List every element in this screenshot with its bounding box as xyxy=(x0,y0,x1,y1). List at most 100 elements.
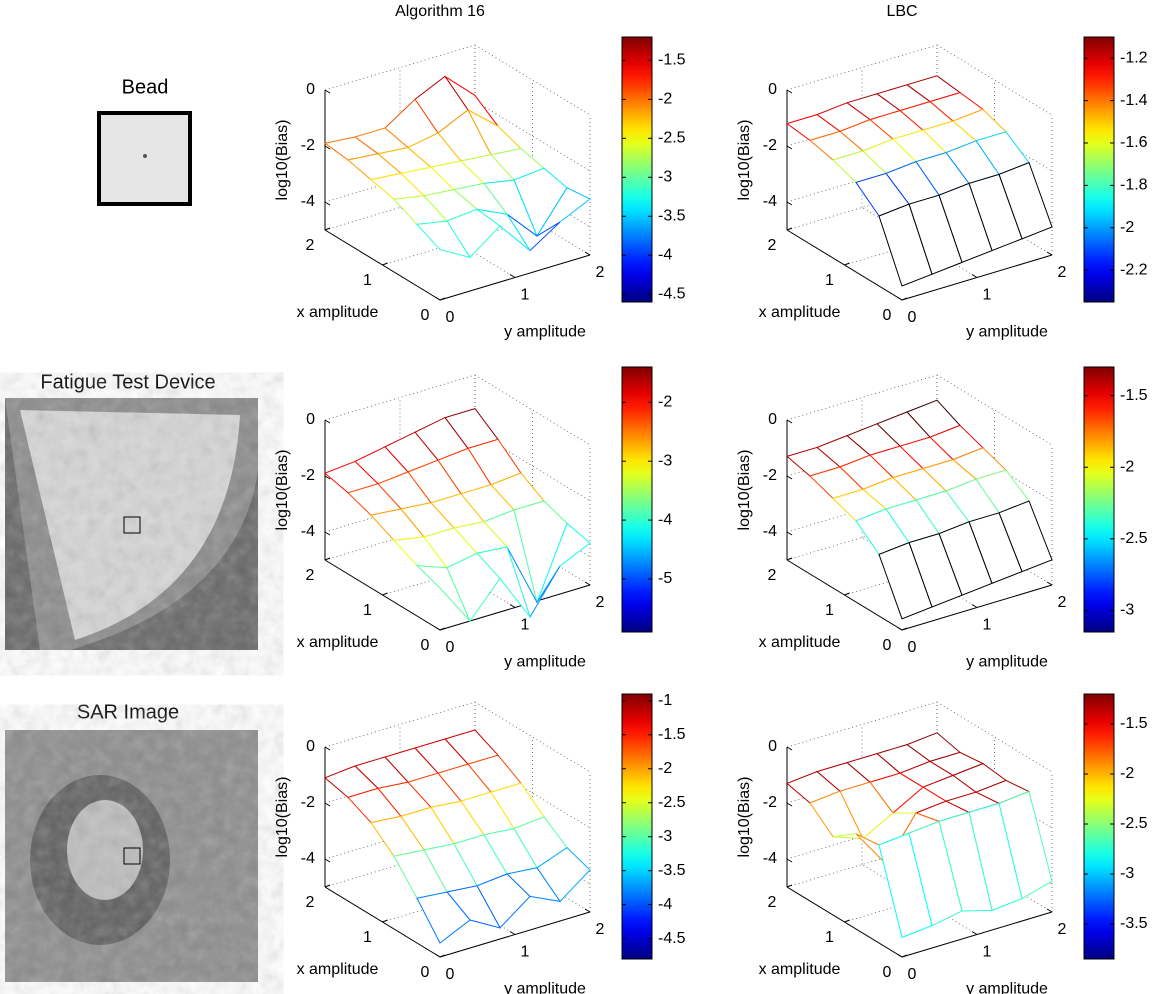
grid-line xyxy=(936,374,1053,446)
y-axis-label: y amplitude xyxy=(966,981,1048,994)
mesh-cell xyxy=(415,565,471,622)
mesh-cell xyxy=(878,832,933,939)
z-tick-label: -4 xyxy=(763,193,777,210)
z-tick-label: -4 xyxy=(301,523,315,540)
colorbar-tick-label: -3.5 xyxy=(658,862,686,879)
y-tick-label: 0 xyxy=(446,966,455,983)
x-tick-label: 1 xyxy=(825,929,834,946)
colorbar-tick-label: -2 xyxy=(658,760,672,777)
y-tick xyxy=(584,581,591,586)
x-tick xyxy=(786,884,793,888)
z-tick xyxy=(324,89,331,94)
colorbar xyxy=(621,693,653,960)
z-tick xyxy=(786,746,793,751)
x-tick xyxy=(324,557,331,561)
y-axis-label: y amplitude xyxy=(966,324,1048,341)
x-tick-label: 0 xyxy=(421,307,430,324)
x-tick xyxy=(324,227,331,231)
y-tick xyxy=(509,274,516,278)
z-tick-label: -4 xyxy=(763,523,777,540)
colorbar-tick-label: -3.5 xyxy=(1120,915,1148,932)
grid-line xyxy=(936,44,1053,116)
colorbar-tick-label: -1.5 xyxy=(658,52,686,69)
colorbar-tick-label: -2.5 xyxy=(1120,530,1148,547)
colorbar-tick-label: -4 xyxy=(658,896,672,913)
colorbar-tick-label: -4 xyxy=(658,511,672,528)
fatigue-image xyxy=(5,398,258,650)
mesh-cell xyxy=(416,891,471,944)
mesh-cell xyxy=(878,203,933,287)
colorbar-tick-label: -1.6 xyxy=(1120,134,1148,151)
y-axis-label: y amplitude xyxy=(504,654,586,671)
colorbar-tick-label: -2.5 xyxy=(1120,815,1148,832)
z-axis-label: log10(Bias) xyxy=(274,777,291,858)
x-tick-label: 2 xyxy=(768,237,777,254)
colorbar-tick-label: -1.5 xyxy=(658,726,686,743)
x-tick xyxy=(439,954,446,958)
colorbar-tick-label: -4 xyxy=(658,246,672,263)
y-tick xyxy=(896,626,903,631)
y-axis-label: y amplitude xyxy=(504,981,586,994)
x-tick xyxy=(382,919,388,923)
y-tick-label: 2 xyxy=(596,921,605,938)
z-tick-label: 0 xyxy=(768,81,777,98)
y-tick-label: 2 xyxy=(596,264,605,281)
z-tick xyxy=(324,201,331,206)
z-axis-label: log10(Bias) xyxy=(736,120,753,201)
grid-line xyxy=(474,44,591,116)
z-tick-label: 0 xyxy=(768,738,777,755)
x-tick-label: 2 xyxy=(768,567,777,584)
row-label: Bead xyxy=(122,76,169,98)
x-tick xyxy=(786,227,793,231)
x-axis-label: x amplitude xyxy=(297,304,379,321)
x-tick-label: 1 xyxy=(825,272,834,289)
grid-line xyxy=(861,864,978,935)
z-tick-label: 0 xyxy=(306,81,315,98)
x-tick xyxy=(439,297,446,301)
x-axis-label: x amplitude xyxy=(759,634,841,651)
colorbar-tick-label: -2 xyxy=(1120,458,1134,475)
z-tick xyxy=(786,858,793,863)
z-tick xyxy=(786,145,793,150)
x-tick xyxy=(901,297,908,301)
x-tick-label: 2 xyxy=(768,894,777,911)
colorbar-tick-label: -3 xyxy=(1120,602,1134,619)
z-tick xyxy=(324,746,331,751)
y-tick-label: 1 xyxy=(983,617,992,634)
x-tick-label: 1 xyxy=(825,602,834,619)
z-tick xyxy=(324,802,331,807)
y-tick-label: 1 xyxy=(983,287,992,304)
colorbar-tick-label: -1.5 xyxy=(1120,715,1148,732)
y-tick-label: 1 xyxy=(983,944,992,961)
colorbar-tick-label: -2 xyxy=(658,91,672,108)
z-tick-label: 0 xyxy=(768,411,777,428)
colorbar-tick-label: -2 xyxy=(658,394,672,411)
grid-line xyxy=(474,374,591,446)
y-tick xyxy=(509,931,516,935)
x-tick-label: 2 xyxy=(306,894,315,911)
y-tick xyxy=(434,626,441,631)
y-tick xyxy=(1046,251,1053,256)
colorbar-tick-label: -3 xyxy=(658,452,672,469)
x-tick xyxy=(844,919,850,923)
y-tick xyxy=(584,908,591,913)
mesh-cell xyxy=(415,220,472,259)
z-tick xyxy=(786,419,793,424)
y-tick-label: 0 xyxy=(908,639,917,656)
x-tick xyxy=(382,262,388,266)
z-tick xyxy=(324,531,331,536)
x-tick xyxy=(844,592,850,596)
column-title: Algorithm 16 xyxy=(395,3,485,20)
y-tick-label: 0 xyxy=(908,966,917,983)
x-tick xyxy=(382,592,388,596)
x-tick-label: 0 xyxy=(883,964,892,981)
colorbar xyxy=(621,36,653,303)
x-tick-label: 2 xyxy=(306,237,315,254)
y-tick-label: 2 xyxy=(1058,921,1067,938)
y-tick-label: 0 xyxy=(908,309,917,326)
y-tick xyxy=(509,604,516,608)
x-tick-label: 2 xyxy=(306,567,315,584)
z-axis-label: log10(Bias) xyxy=(736,777,753,858)
z-tick xyxy=(786,201,793,206)
